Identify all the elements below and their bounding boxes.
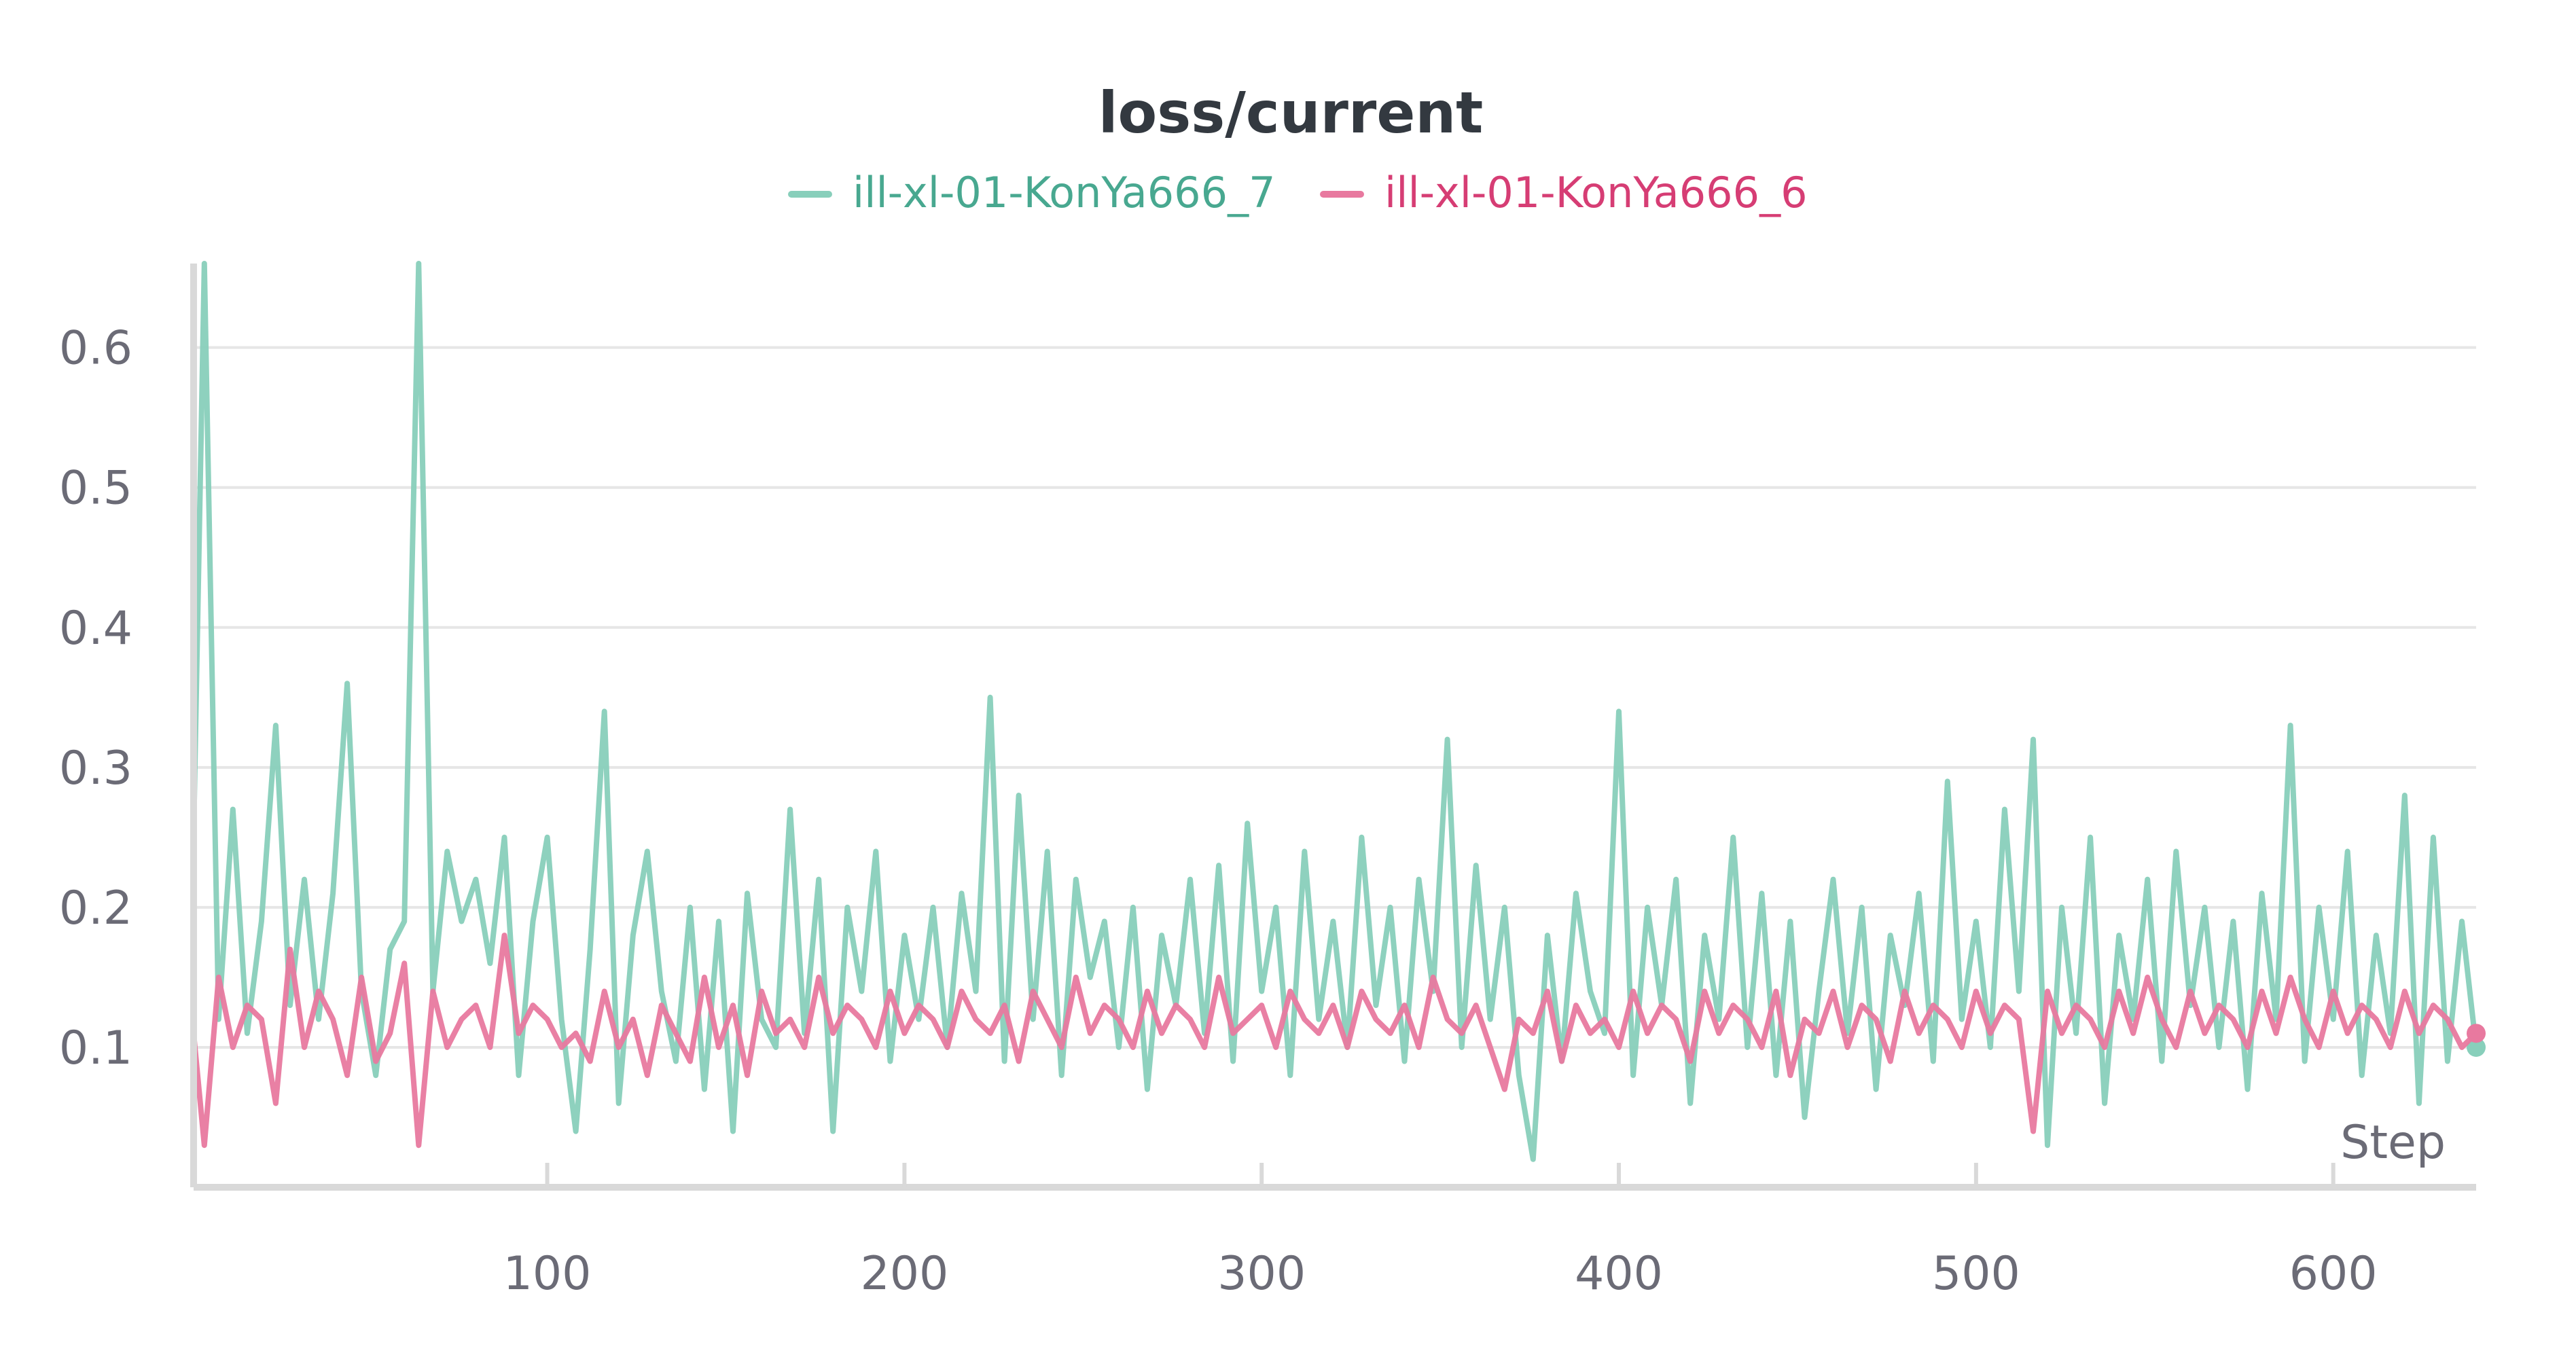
- axes-layer: 0.1 0.2 0.3 0.4 0.5 0.6 100 200 300 400 500 600: [59, 264, 2476, 1301]
- x-tick-label: 600: [2289, 1247, 2378, 1301]
- legend-label-2: ill-xl-01-KonYa666_6: [1384, 168, 1808, 217]
- y-tick-label: 0.2: [59, 882, 132, 935]
- series-end-point-1: [2467, 1037, 2486, 1057]
- legend: ill-xl-01-KonYa666_7 ill-xl-01-KonYa666_…: [788, 168, 1808, 217]
- series-layer: [191, 261, 2486, 1162]
- x-tick-label: 300: [1217, 1247, 1306, 1301]
- series-line-1: [191, 261, 2479, 1162]
- series-end-point-2: [2467, 1024, 2486, 1043]
- y-tick-label: 0.6: [59, 322, 132, 376]
- legend-item-1[interactable]: ill-xl-01-KonYa666_7: [788, 168, 1276, 217]
- legend-item-2[interactable]: ill-xl-01-KonYa666_6: [1320, 168, 1808, 217]
- y-tick-label: 0.4: [59, 602, 132, 655]
- x-tick-label: 500: [1932, 1247, 2020, 1301]
- x-axis-label: Step: [2340, 1116, 2446, 1170]
- chart-title: loss/current: [1098, 79, 1484, 146]
- x-tick-label: 400: [1575, 1247, 1663, 1301]
- y-tick-label: 0.5: [59, 462, 132, 516]
- y-tick-label: 0.1: [59, 1022, 132, 1075]
- y-tick-label: 0.3: [59, 742, 132, 795]
- series-line-2: [191, 933, 2479, 1149]
- x-tick-label: 200: [860, 1247, 948, 1301]
- x-tick-label: 100: [503, 1247, 592, 1301]
- legend-label-1: ill-xl-01-KonYa666_7: [853, 168, 1276, 217]
